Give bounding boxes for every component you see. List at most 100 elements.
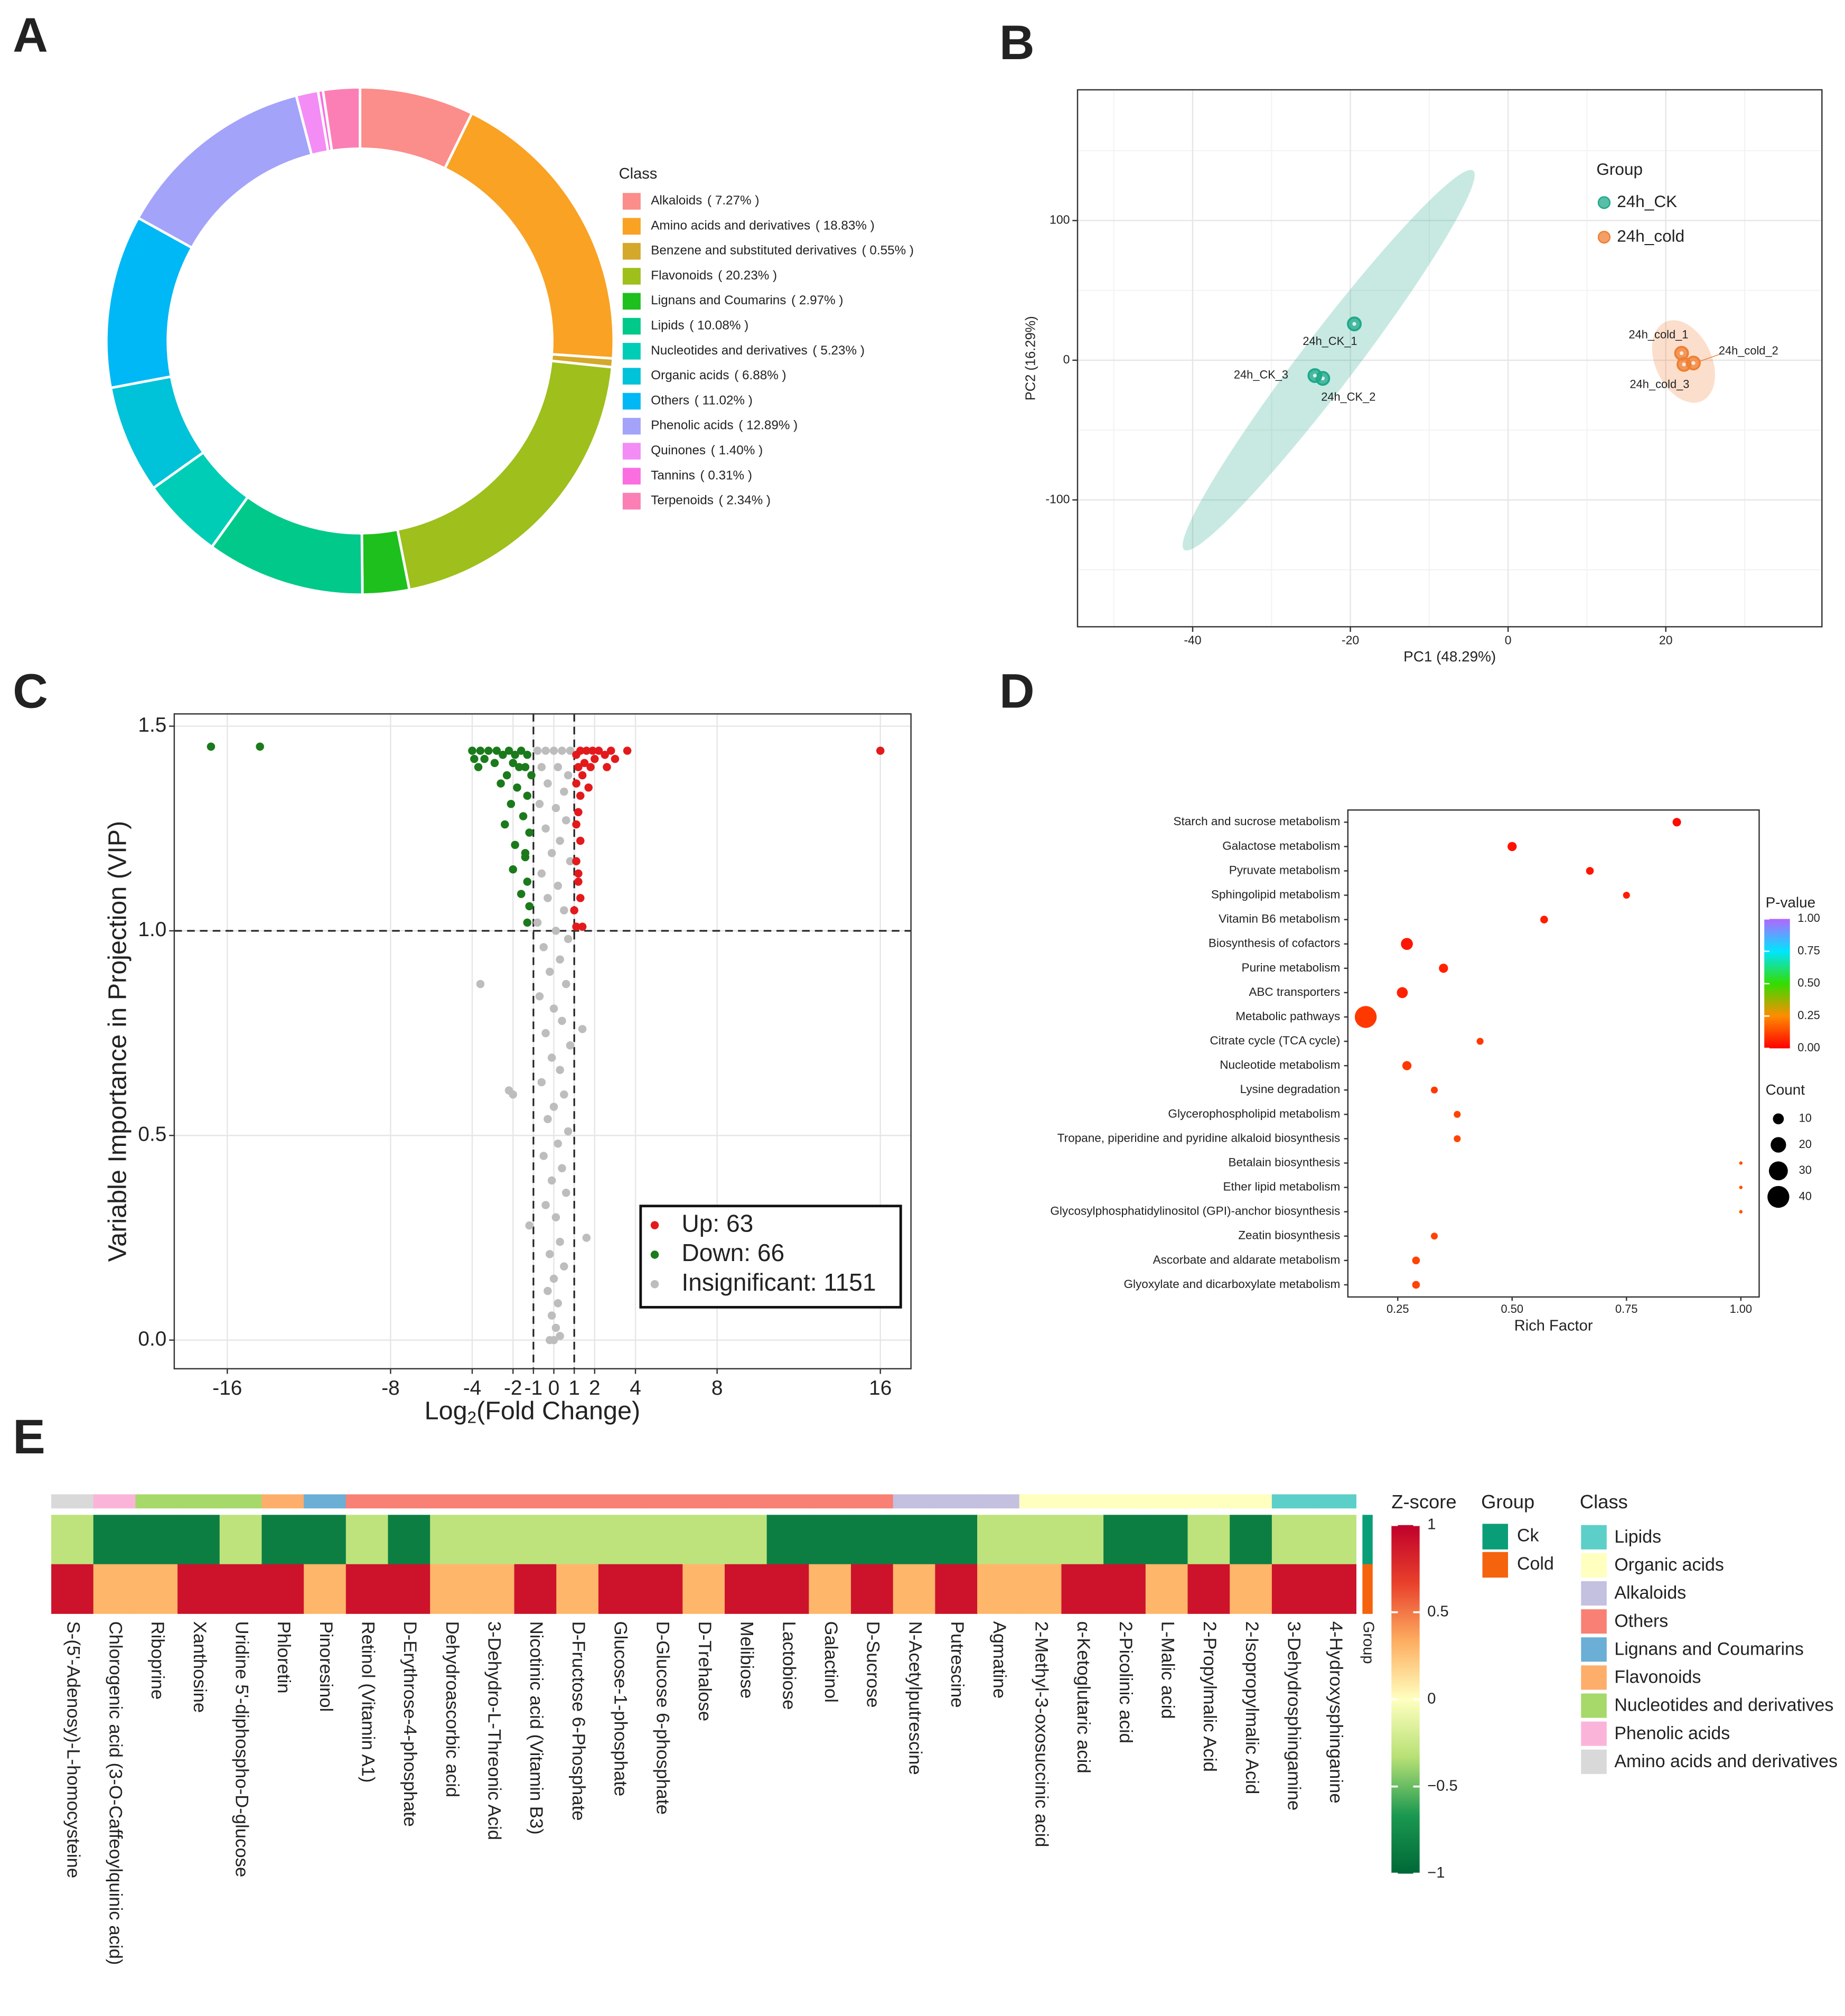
class-annotation — [177, 1494, 220, 1509]
heatmap-cell — [261, 1564, 304, 1614]
point — [490, 759, 499, 768]
legend-value: ( 2.97% ) — [791, 294, 843, 308]
heatmap-cell — [977, 1515, 1020, 1565]
point — [546, 1250, 554, 1258]
class-annotation — [261, 1494, 304, 1509]
point — [556, 1332, 564, 1340]
legend-swatch — [622, 492, 641, 510]
panel-letter: B — [999, 15, 1035, 70]
point — [572, 820, 580, 829]
column-label: Uridine 5'-diphospho-D-glucose — [231, 1621, 251, 1878]
point — [560, 787, 568, 796]
class-annotation — [935, 1494, 978, 1509]
x-axis-label: Log2(Fold Change) — [425, 1396, 640, 1427]
y-tick-label: Betalain biosynthesis — [1228, 1155, 1340, 1169]
point-center — [1313, 374, 1317, 378]
heatmap-cell — [135, 1515, 178, 1565]
class-annotation — [640, 1494, 683, 1509]
bubble — [1412, 1256, 1420, 1265]
point — [551, 927, 560, 935]
legend-swatch — [622, 343, 641, 360]
point — [525, 1221, 533, 1230]
point — [578, 922, 587, 931]
point — [560, 1262, 568, 1271]
legend-label: Up: 63 — [681, 1209, 753, 1237]
y-tick-label: Lysine degradation — [1240, 1082, 1341, 1096]
column-label: D-Trehalose — [695, 1621, 715, 1721]
heatmap-cell — [766, 1515, 810, 1565]
column-label: Phloretin — [274, 1621, 294, 1694]
point-label: 24h_CK_3 — [1234, 368, 1288, 381]
size-legend-label: 10 — [1799, 1112, 1812, 1125]
point — [547, 1311, 556, 1320]
heatmap-cell — [935, 1515, 978, 1565]
panel-letter: A — [13, 7, 48, 62]
y-tick-label: Galactose metabolism — [1222, 839, 1340, 852]
legend-swatch — [622, 193, 641, 210]
point — [546, 967, 554, 976]
column-label: 4-Hydroxysphinganine — [1326, 1621, 1346, 1804]
point — [513, 783, 521, 792]
class-annotation — [51, 1494, 94, 1509]
point — [558, 746, 566, 755]
point — [611, 754, 620, 763]
legend-value: ( 12.89% ) — [738, 418, 798, 433]
point — [544, 894, 552, 902]
point — [574, 763, 583, 771]
point — [570, 906, 578, 914]
class-annotation — [1314, 1494, 1356, 1509]
point — [564, 935, 573, 944]
column-label: D-Fructose 6-Phosphate — [568, 1621, 588, 1821]
class-legend-swatch — [1581, 1581, 1607, 1606]
size-legend-dot — [1771, 1137, 1786, 1153]
column-label: Lactobiose — [779, 1621, 799, 1710]
column-label: D-Glucose 6-phosphate — [652, 1621, 672, 1815]
class-annotation — [556, 1494, 599, 1509]
legend-label: Others ( 11.02% ) — [651, 394, 753, 408]
column-label: L-Malic acid — [1157, 1621, 1177, 1719]
class-legend-swatch — [1581, 1553, 1607, 1578]
panel-letter: E — [13, 1410, 45, 1464]
class-annotation — [766, 1494, 810, 1509]
point — [564, 771, 573, 780]
class-annotation — [1019, 1494, 1062, 1509]
y-tick-label: Purine metabolism — [1242, 961, 1341, 974]
point — [566, 1041, 575, 1050]
column-label: D-Sucrose — [863, 1621, 883, 1708]
heatmap-cell — [1103, 1564, 1146, 1614]
group-legend-label: Ck — [1517, 1526, 1540, 1546]
bubble — [1401, 938, 1413, 950]
bubble — [1412, 1281, 1420, 1289]
bubble — [1402, 1061, 1412, 1070]
heatmap-cell — [388, 1515, 430, 1565]
x-tick-label: -16 — [212, 1377, 242, 1399]
point — [547, 848, 556, 857]
y-tick-label: -100 — [1045, 492, 1070, 506]
column-label: Putrescine — [947, 1621, 967, 1708]
heatmap-cell — [598, 1564, 641, 1614]
heatmap-cell — [556, 1564, 599, 1614]
class-annotation — [472, 1494, 515, 1509]
point — [549, 1103, 558, 1111]
point — [556, 1237, 564, 1246]
point — [519, 812, 528, 820]
heatmap-cell — [514, 1564, 557, 1614]
bubble — [1430, 1086, 1438, 1094]
point — [207, 742, 216, 751]
point — [541, 746, 550, 755]
point — [556, 1066, 564, 1075]
point — [523, 878, 532, 886]
class-legend-swatch — [1581, 1525, 1607, 1550]
heatmap-cell — [1187, 1515, 1230, 1565]
class-legend-label: Amino acids and derivatives — [1614, 1751, 1838, 1771]
legend-label: Amino acids and derivatives ( 18.83% ) — [651, 219, 875, 233]
point — [544, 1286, 552, 1295]
legend-value: ( 20.23% ) — [718, 268, 777, 283]
heatmap-cell — [893, 1515, 936, 1565]
heatmap-cell — [93, 1564, 136, 1614]
column-label: Pinoresinol — [316, 1621, 336, 1712]
point — [551, 804, 560, 813]
legend-value: ( 7.27% ) — [707, 193, 759, 208]
legend-swatch — [622, 268, 641, 285]
